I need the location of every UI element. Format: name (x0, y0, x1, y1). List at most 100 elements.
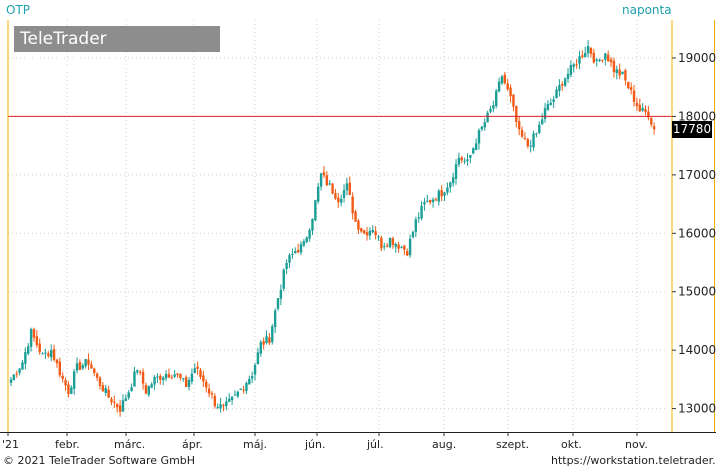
candle-body (549, 102, 552, 105)
candle-body (291, 253, 294, 255)
candle-body (55, 359, 59, 364)
candle-body (61, 375, 64, 379)
candle-body (27, 346, 30, 354)
candle-body (426, 200, 429, 202)
candle-body (532, 133, 535, 148)
candle-body (239, 388, 242, 390)
candle-body (652, 126, 656, 130)
candle-body (70, 387, 73, 394)
candle-body (150, 384, 153, 388)
candle-body (285, 262, 288, 269)
candle-body (489, 108, 492, 112)
candle-body (437, 190, 440, 202)
candle-body (411, 231, 415, 238)
candle-body (360, 228, 363, 232)
candle-body (184, 377, 188, 387)
candle-body (506, 83, 509, 90)
grid-lines (8, 20, 668, 432)
candle-body (592, 52, 596, 63)
candle-body (606, 54, 610, 61)
candle-body (47, 353, 50, 357)
candle-body (216, 406, 219, 408)
x-tick-label: szept. (496, 438, 529, 451)
candle-body (317, 186, 320, 202)
candle-body (233, 394, 237, 396)
candle-body (615, 69, 619, 74)
candle-body (463, 160, 466, 162)
candle-body (18, 368, 21, 373)
interval-label[interactable]: naponta (622, 3, 672, 17)
candle-body (414, 219, 418, 232)
candle-body (529, 145, 532, 147)
candle-body (84, 359, 87, 367)
candle-body (250, 376, 254, 379)
candle-body (219, 404, 222, 409)
candle-body (500, 76, 504, 84)
x-tick-label: márc. (114, 438, 145, 451)
candle-body (334, 193, 337, 199)
candle-body (161, 377, 165, 381)
candle-body (101, 385, 105, 392)
candle-body (141, 371, 145, 384)
candle-body (457, 157, 461, 165)
candle-body (52, 349, 56, 360)
y-tick-label: 18000 (678, 109, 716, 123)
candle-body (354, 211, 357, 222)
candle-body (164, 374, 168, 379)
candle-body (388, 237, 392, 248)
candle-body (314, 200, 317, 221)
candle-body (78, 362, 82, 370)
candle-body (44, 352, 47, 354)
candle-body (362, 230, 366, 234)
candle-body (319, 173, 323, 187)
candle-body (480, 126, 484, 130)
candle-body (245, 383, 248, 392)
candle-body (598, 59, 601, 62)
candle-body (627, 81, 630, 89)
candle-body (302, 241, 306, 246)
x-tick-label: okt. (561, 438, 582, 451)
site-url[interactable]: https://workstation.teletrader.com (551, 454, 716, 467)
candle-body (572, 64, 575, 67)
y-tick-label: 16000 (678, 226, 716, 240)
candle-body (466, 159, 469, 161)
candle-body (584, 52, 587, 58)
candle-body (477, 130, 481, 144)
candle-body (371, 229, 374, 233)
candle-body (385, 245, 389, 247)
candle-body (253, 364, 257, 375)
candle-body (230, 396, 234, 401)
candle-body (268, 337, 271, 344)
candle-body (331, 183, 334, 194)
candle-body (520, 129, 524, 137)
candle-body (431, 199, 435, 203)
last-price-tag: 17780 (672, 121, 712, 138)
candle-body (12, 374, 16, 381)
candle-body (228, 398, 231, 402)
candle-body (644, 109, 647, 112)
candle-body (225, 401, 228, 407)
candle-body (374, 231, 377, 236)
candle-body (440, 190, 443, 197)
candle-body (273, 310, 277, 328)
candle-body (417, 217, 420, 219)
candle-body (650, 117, 653, 125)
candle-body (124, 398, 128, 401)
candle-body (535, 133, 538, 135)
candle-body (586, 46, 590, 54)
candle-body (446, 187, 449, 193)
candle-body (222, 405, 225, 407)
candle-body (497, 81, 501, 92)
candle-body (64, 380, 67, 386)
candle-body (512, 94, 515, 107)
candle-body (406, 251, 409, 256)
candle-body (90, 364, 93, 369)
candle-body (618, 69, 621, 76)
x-tick-label: júl. (366, 438, 384, 451)
candle-body (474, 143, 478, 151)
candle-body (563, 78, 567, 86)
candle-body (546, 104, 550, 110)
candle-body (601, 59, 604, 61)
candle-body (35, 336, 39, 346)
